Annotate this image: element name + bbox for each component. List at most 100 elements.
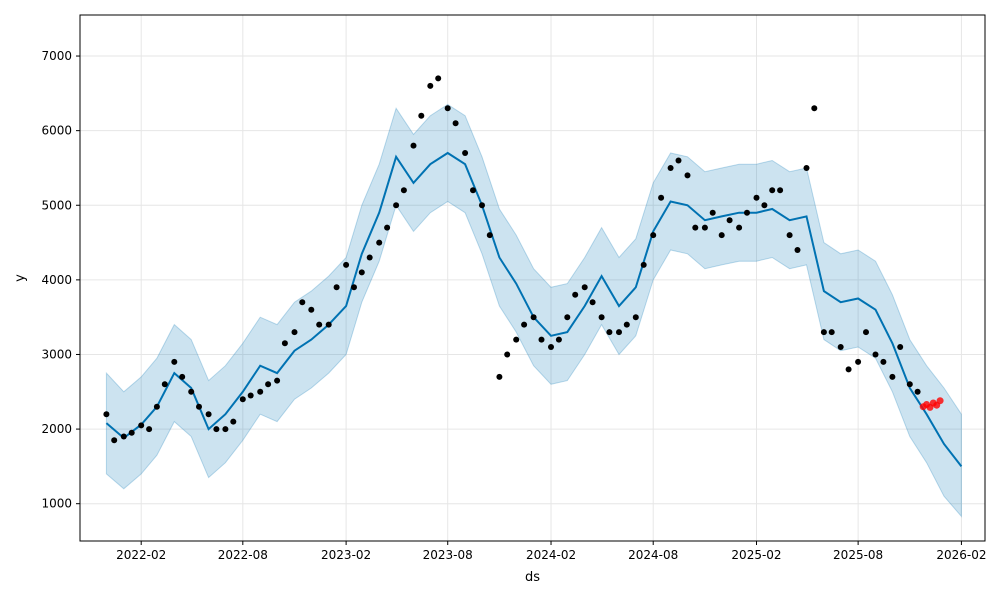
observed-point	[486, 232, 493, 239]
observed-point	[675, 157, 682, 164]
observed-point	[366, 254, 373, 261]
x-tick-label: 2025-02	[731, 548, 781, 562]
x-tick-label: 2024-02	[526, 548, 576, 562]
observed-point	[650, 232, 657, 239]
observed-point	[606, 329, 613, 336]
observed-point	[343, 261, 350, 268]
observed-point	[667, 165, 674, 171]
observed-point	[299, 299, 306, 306]
observed-point	[538, 336, 545, 343]
recent-point	[936, 397, 944, 405]
observed-point	[761, 202, 768, 209]
observed-point	[188, 388, 195, 395]
observed-point	[863, 329, 869, 336]
observed-point	[161, 381, 168, 388]
observed-point	[623, 321, 630, 328]
observed-point	[504, 351, 511, 358]
observed-point	[769, 187, 776, 194]
x-tick-label: 2023-02	[321, 548, 371, 562]
observed-point	[820, 329, 827, 336]
observed-point	[400, 187, 407, 194]
observed-point	[103, 411, 110, 418]
observed-point	[205, 411, 212, 418]
observed-point	[479, 202, 485, 209]
observed-point	[333, 284, 340, 291]
observed-point	[564, 314, 571, 321]
observed-point	[811, 105, 818, 112]
observed-point	[384, 224, 391, 231]
x-tick-label: 2025-08	[833, 548, 883, 562]
observed-point	[786, 232, 793, 239]
observed-point	[462, 150, 469, 156]
observed-point	[265, 381, 272, 388]
x-tick-label: 2024-08	[628, 548, 678, 562]
observed-point	[845, 366, 852, 373]
observed-point	[281, 340, 288, 347]
y-tick-label: 7000	[41, 49, 72, 63]
observed-point	[753, 194, 760, 201]
observed-point	[777, 187, 784, 194]
observed-point	[548, 344, 554, 350]
observed-point	[128, 429, 135, 436]
x-axis: 2022-02 2022-08 2023-02 2023-08 2024-02 2024-…	[116, 541, 986, 562]
observed-point	[658, 194, 665, 201]
observed-point	[640, 261, 647, 268]
observed-point	[444, 105, 451, 112]
observed-point	[358, 269, 365, 276]
observed-point	[906, 381, 913, 388]
observed-point	[239, 396, 246, 403]
x-axis-label: ds	[525, 570, 540, 585]
observed-point	[709, 209, 716, 216]
observed-point	[410, 142, 417, 149]
observed-point	[171, 358, 178, 365]
y-axis-label: y	[13, 274, 28, 282]
observed-point	[855, 358, 862, 365]
observed-point	[684, 172, 691, 179]
y-axis: 1000 2000 3000 4000 5000 6000 7000	[41, 49, 80, 511]
observed-point	[138, 422, 145, 429]
observed-point	[718, 232, 725, 239]
observed-point	[393, 202, 400, 209]
grid-layer	[80, 15, 985, 541]
observed-point	[521, 321, 528, 328]
recent-points-layer	[919, 397, 944, 411]
observed-point	[291, 329, 298, 336]
observed-point	[274, 377, 281, 384]
observed-point	[794, 247, 801, 253]
observed-point	[736, 224, 743, 231]
y-tick-label: 2000	[41, 422, 72, 436]
observed-point	[872, 351, 879, 358]
observed-point	[744, 209, 750, 216]
observed-point	[222, 426, 229, 433]
observed-points-layer	[103, 75, 921, 444]
observed-point	[513, 336, 520, 343]
observed-point	[581, 284, 588, 291]
observed-point	[376, 239, 383, 246]
observed-point	[179, 373, 186, 380]
observed-point	[146, 426, 153, 433]
observed-point	[120, 433, 127, 440]
y-tick-label: 6000	[41, 124, 72, 138]
observed-point	[153, 403, 160, 410]
observed-point	[914, 388, 921, 395]
y-tick-label: 3000	[41, 347, 72, 361]
observed-point	[247, 392, 254, 399]
observed-point	[880, 358, 887, 365]
observed-point	[111, 437, 118, 444]
observed-point	[632, 314, 639, 321]
observed-point	[701, 224, 708, 231]
observed-point	[470, 187, 476, 194]
x-tick-label: 2023-08	[423, 548, 473, 562]
observed-point	[257, 388, 264, 395]
observed-point	[435, 75, 442, 82]
observed-point	[692, 224, 699, 231]
x-tick-label: 2022-02	[116, 548, 166, 562]
observed-point	[196, 403, 202, 410]
observed-point	[616, 329, 622, 336]
observed-point	[530, 314, 537, 321]
observed-point	[589, 299, 596, 306]
observed-point	[316, 321, 323, 328]
observed-point	[213, 426, 220, 433]
